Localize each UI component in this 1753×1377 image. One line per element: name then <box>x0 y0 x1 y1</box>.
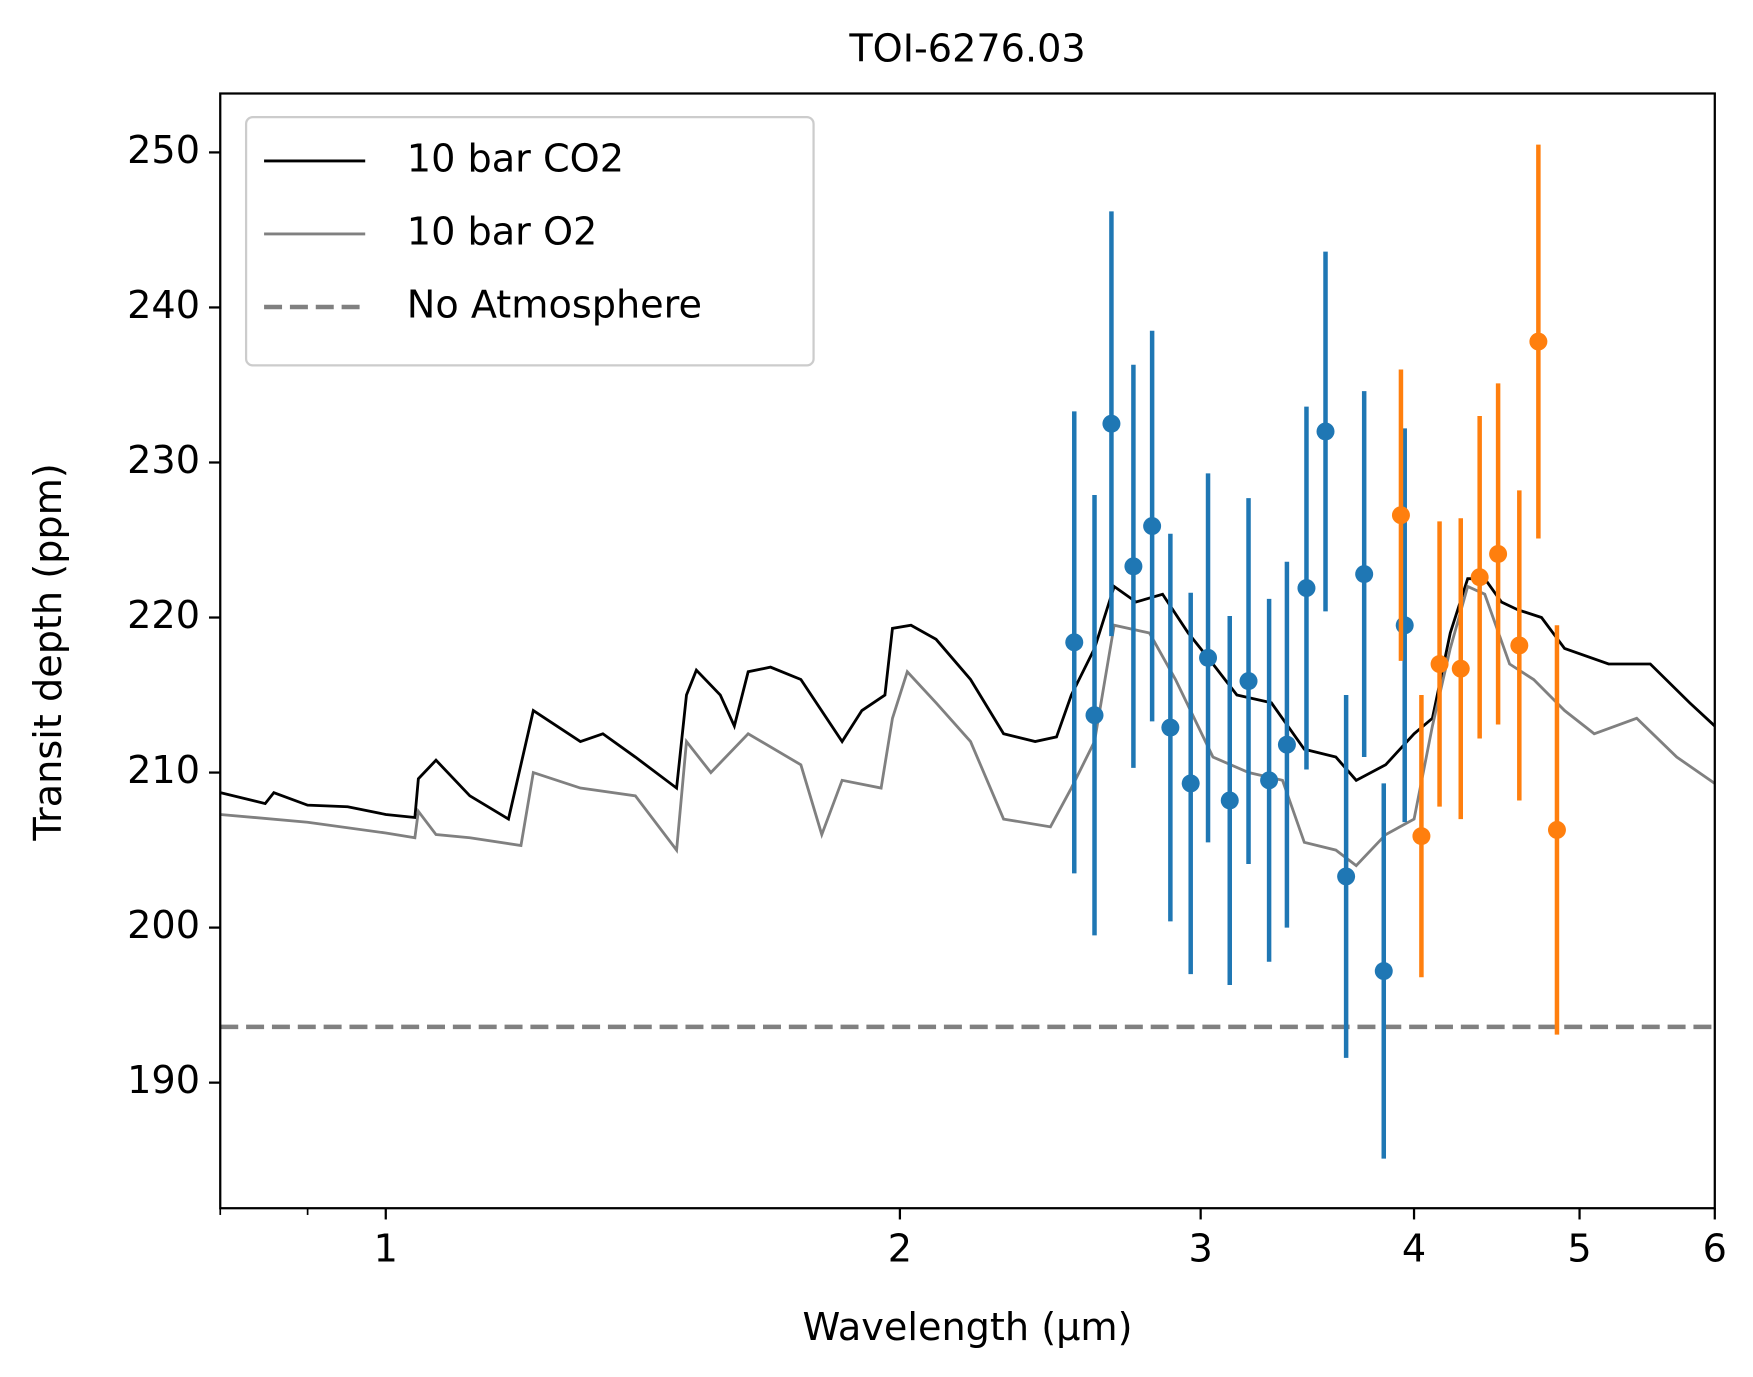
data-point <box>1355 565 1374 584</box>
data-point <box>1374 962 1393 981</box>
data-point <box>1124 557 1143 576</box>
model-line <box>220 584 1715 868</box>
legend-label: No Atmosphere <box>407 283 702 327</box>
data-point <box>1470 568 1489 587</box>
model-line <box>220 577 1715 822</box>
plot-frame <box>219 92 1716 1210</box>
data-point <box>1199 648 1218 667</box>
data-point <box>1065 633 1084 652</box>
y-tick-label: 200 <box>127 904 200 948</box>
data-point <box>1547 820 1566 839</box>
y-tick-label: 230 <box>127 439 200 483</box>
data-point <box>1412 827 1431 846</box>
x-tick-label: 3 <box>1189 1227 1213 1271</box>
y-tick-label: 190 <box>127 1059 200 1103</box>
data-point <box>1529 332 1548 351</box>
x-tick-label: 2 <box>888 1227 912 1271</box>
data-point <box>1297 579 1316 598</box>
data-point <box>1391 506 1410 525</box>
data-point <box>1430 655 1449 674</box>
data-point <box>1337 867 1356 886</box>
data-point <box>1102 414 1121 433</box>
y-tick-label: 250 <box>127 129 200 173</box>
x-tick-label: 6 <box>1703 1227 1727 1271</box>
data-point <box>1260 771 1279 790</box>
data-point <box>1395 616 1414 635</box>
data-point <box>1161 718 1180 737</box>
data-point <box>1277 735 1296 754</box>
y-tick-label: 240 <box>127 284 200 328</box>
data-point <box>1220 791 1239 810</box>
legend-label: 10 bar CO2 <box>407 137 624 181</box>
data-point <box>1316 422 1335 441</box>
legend-box <box>244 115 815 367</box>
data-point <box>1510 636 1529 655</box>
y-axis-label: Transit depth (ppm) <box>27 463 71 841</box>
data-point <box>1181 774 1200 793</box>
data-point <box>1143 517 1162 536</box>
chart-title: TOI-6276.03 <box>848 27 1085 71</box>
legend-label: 10 bar O2 <box>407 210 598 254</box>
y-tick-label: 220 <box>127 594 200 638</box>
x-tick-label: 4 <box>1402 1227 1426 1271</box>
x-axis-label: Wavelength (μm) <box>803 1306 1133 1350</box>
x-tick-label: 5 <box>1567 1227 1591 1271</box>
x-tick-label: 1 <box>374 1227 398 1271</box>
data-point <box>1489 544 1508 563</box>
data-point <box>1451 659 1470 678</box>
data-point <box>1085 706 1104 725</box>
data-point <box>1239 672 1258 691</box>
y-tick-label: 210 <box>127 749 200 793</box>
